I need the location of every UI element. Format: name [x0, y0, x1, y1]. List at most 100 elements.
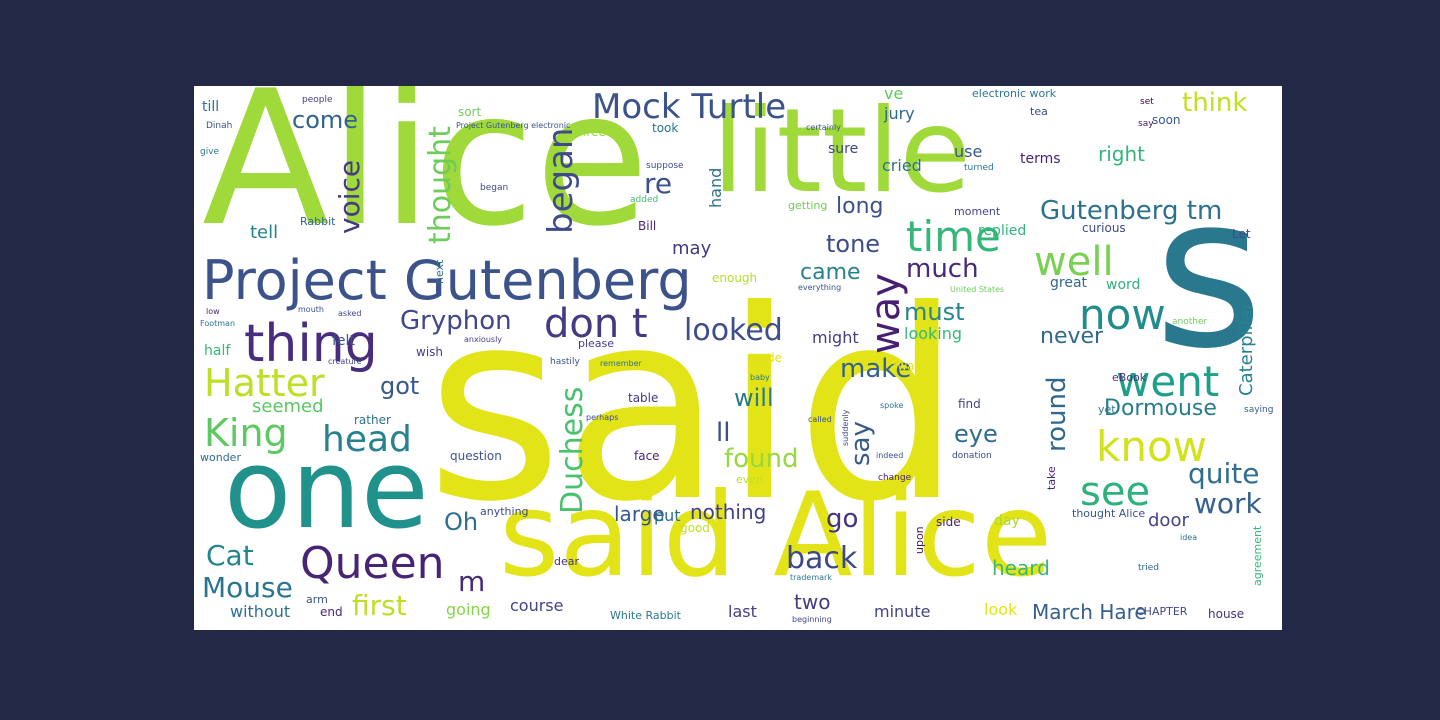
- word-please: please: [578, 337, 615, 350]
- word-large: large: [614, 502, 665, 526]
- word-look: look: [984, 600, 1018, 619]
- word-began: began: [541, 127, 581, 234]
- word-agreement: agreement: [1251, 525, 1264, 586]
- word-little: little: [712, 86, 972, 219]
- word-people: people: [302, 95, 333, 105]
- word-now: now: [1079, 290, 1166, 339]
- word-spoke: spoke: [880, 401, 904, 410]
- word-till: till: [202, 99, 220, 115]
- word-long: long: [836, 194, 884, 219]
- word-tried: tried: [1138, 563, 1159, 573]
- word-certainly: certainly: [806, 123, 841, 132]
- word-think: think: [1182, 88, 1248, 118]
- word-curious: curious: [1082, 221, 1126, 235]
- word-upon: upon: [913, 526, 926, 554]
- word-said-alice: said Alice: [499, 468, 1053, 603]
- word-duchess: Duchess: [555, 386, 590, 514]
- word-door: door: [1148, 510, 1189, 531]
- word-footman: Footman: [200, 319, 236, 328]
- word-bill: Bill: [638, 219, 657, 233]
- word-take: take: [1045, 466, 1058, 490]
- word-terms: terms: [1020, 151, 1061, 167]
- word-another: another: [1172, 317, 1208, 327]
- word-project-gutenberg-electronic: Project Gutenberg electronic: [456, 121, 571, 130]
- word-low: low: [206, 307, 220, 316]
- word-ve: ve: [884, 86, 904, 103]
- word-must: must: [904, 298, 965, 326]
- word-well: well: [1034, 239, 1114, 285]
- word-looked: looked: [684, 313, 783, 348]
- word-mock-turtle: Mock Turtle: [592, 87, 787, 127]
- word-head: head: [322, 419, 412, 460]
- word-voice: voice: [333, 159, 366, 234]
- word-put: put: [654, 506, 681, 525]
- word-great: great: [1050, 275, 1088, 291]
- word-soon: soon: [1152, 113, 1181, 127]
- word-found: found: [724, 444, 799, 474]
- word-three: three: [574, 125, 606, 139]
- word-house: house: [1208, 607, 1245, 621]
- word-will: will: [734, 384, 774, 412]
- word-felt: felt: [332, 333, 355, 349]
- word-m: m: [458, 565, 486, 598]
- word-dormouse: Dormouse: [1104, 396, 1217, 421]
- word-gryphon: Gryphon: [400, 306, 512, 336]
- word-electronic-work: electronic work: [972, 87, 1057, 100]
- word-dont: don t: [544, 301, 648, 347]
- word-arm: arm: [306, 593, 328, 606]
- word-ll: ll: [716, 418, 731, 448]
- word-away: away: [890, 359, 922, 373]
- word-jury: jury: [884, 104, 915, 123]
- word-beginning: beginning: [792, 615, 832, 624]
- word-next: next: [433, 259, 446, 284]
- word-turned: turned: [964, 163, 994, 173]
- word-gutenberg-tm: Gutenberg tm: [1040, 196, 1223, 226]
- word-two: two: [794, 590, 831, 614]
- word-chapter: CHAPTER: [1136, 605, 1188, 618]
- word-getting: getting: [788, 199, 828, 212]
- word-one: one: [224, 425, 429, 553]
- word-mouth: mouth: [298, 305, 324, 314]
- word-use: use: [954, 142, 983, 161]
- word-may: may: [672, 238, 712, 259]
- word-without: without: [230, 602, 291, 621]
- word-minute: minute: [874, 602, 931, 621]
- word-moment: moment: [954, 205, 1001, 218]
- word-going: going: [446, 600, 491, 619]
- word-re: re: [644, 167, 673, 200]
- word-added: added: [630, 195, 659, 205]
- word-saying: saying: [1244, 405, 1274, 415]
- word-thing: thing: [244, 314, 378, 374]
- word-caterpillar: Caterpillar: [1236, 302, 1257, 396]
- word-wonder: wonder: [200, 451, 241, 464]
- word-work: work: [1194, 487, 1262, 520]
- word-give: give: [200, 147, 220, 157]
- word-mouse: Mouse: [202, 571, 293, 604]
- word-dear: dear: [554, 555, 580, 568]
- word-idea: idea: [1180, 533, 1198, 542]
- word-last: last: [728, 602, 757, 621]
- word-tell: tell: [250, 222, 279, 243]
- word-thought: thought: [423, 126, 458, 244]
- word-make: make: [840, 354, 912, 384]
- word-anxiously: anxiously: [464, 335, 503, 344]
- word-sure: sure: [828, 141, 859, 157]
- word-tone: tone: [826, 230, 881, 258]
- word-say-small: say: [1138, 119, 1154, 129]
- word-back: back: [786, 541, 858, 576]
- word-got: got: [380, 372, 420, 400]
- word-time: time: [906, 212, 1001, 261]
- word-asked: asked: [338, 309, 362, 318]
- word-go: go: [826, 504, 859, 534]
- word-sort: sort: [458, 105, 482, 119]
- word-tea: tea: [1030, 105, 1048, 118]
- word-set: set: [1140, 97, 1154, 107]
- word-cried: cried: [882, 156, 922, 175]
- word-eye: eye: [954, 420, 998, 448]
- word-white-rabbit: White Rabbit: [610, 609, 681, 622]
- word-let: Let: [1232, 227, 1251, 241]
- word-half: half: [204, 343, 231, 359]
- word-baby: baby: [750, 373, 770, 382]
- word-hastily: hastily: [550, 357, 580, 367]
